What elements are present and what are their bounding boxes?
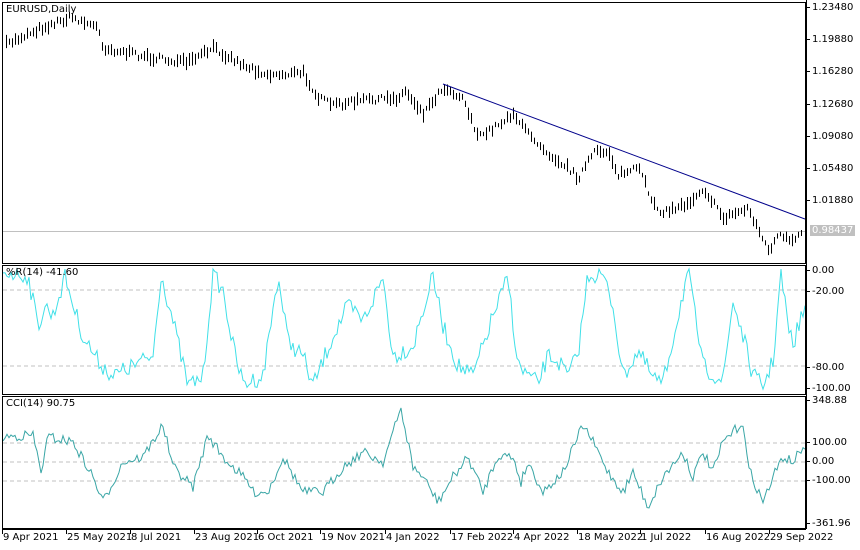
time-tick bbox=[130, 529, 131, 534]
symbol-title: EURUSD,Daily bbox=[6, 4, 77, 15]
time-label: 16 Aug 2022 bbox=[706, 532, 771, 543]
time-label: 29 Sep 2022 bbox=[770, 532, 834, 543]
time-tick bbox=[769, 529, 770, 534]
axis-tick bbox=[806, 523, 810, 524]
time-label: 1 Jul 2022 bbox=[641, 532, 692, 543]
axis-tick bbox=[806, 442, 810, 443]
axis-tick bbox=[806, 136, 810, 137]
time-label: 18 May 2022 bbox=[578, 532, 644, 543]
wpr-level-label: 0.00 bbox=[812, 265, 835, 276]
price-axis[interactable]: 1.23480 1.19880 1.16280 1.12680 1.09080 1.054… bbox=[806, 0, 860, 264]
wpr-level-label: -100.00 bbox=[812, 383, 851, 394]
wpr-axis: 0.00 -20.00 -80.00 -100.00 bbox=[806, 265, 860, 395]
time-label: 19 Nov 2021 bbox=[321, 532, 386, 543]
time-label: 9 Apr 2021 bbox=[3, 532, 59, 543]
wpr-level-label: -20.00 bbox=[812, 286, 845, 297]
price-label: 1.09080 bbox=[812, 131, 854, 142]
axis-tick bbox=[806, 400, 810, 401]
cci-level-label: 0.00 bbox=[812, 456, 835, 467]
axis-tick bbox=[806, 71, 810, 72]
cci-level-label: -100.00 bbox=[812, 475, 851, 486]
axis-tick bbox=[806, 367, 810, 368]
time-tick bbox=[513, 529, 514, 534]
axis-tick bbox=[806, 7, 810, 8]
time-tick bbox=[194, 529, 195, 534]
price-label: 1.05480 bbox=[812, 163, 854, 174]
axis-tick bbox=[806, 291, 810, 292]
axis-tick bbox=[806, 104, 810, 105]
time-label: 25 May 2021 bbox=[67, 532, 133, 543]
price-label: 1.16280 bbox=[812, 66, 854, 77]
time-tick bbox=[66, 529, 67, 534]
price-bars-plot bbox=[3, 11, 805, 256]
cci-axis: 348.88 100.00 0.00 -100.00 -361.96 bbox=[806, 395, 860, 529]
price-label: 1.12680 bbox=[812, 99, 854, 110]
cci-indicator-panel[interactable]: CCI(14) 90.75 bbox=[2, 396, 806, 529]
time-tick bbox=[705, 529, 706, 534]
time-label: 4 Jan 2022 bbox=[386, 532, 440, 543]
axis-tick bbox=[806, 168, 810, 169]
wpr-line-plot bbox=[3, 267, 805, 391]
cci-level-label: -361.96 bbox=[812, 518, 851, 529]
price-label: 1.01880 bbox=[812, 195, 854, 206]
cci-level-label: 348.88 bbox=[812, 395, 847, 406]
time-tick bbox=[450, 529, 451, 534]
time-tick bbox=[257, 529, 258, 534]
cci-title: CCI(14) 90.75 bbox=[6, 398, 76, 409]
price-chart-panel[interactable]: EURUSD,Daily bbox=[2, 2, 806, 264]
time-label: 17 Feb 2022 bbox=[451, 532, 514, 543]
axis-separator bbox=[806, 0, 807, 529]
time-axis[interactable]: 9 Apr 2021 25 May 2021 8 Jul 2021 23 Aug 20… bbox=[2, 529, 833, 550]
time-label: 23 Aug 2021 bbox=[195, 532, 260, 543]
cci-level-label: 100.00 bbox=[812, 437, 847, 448]
time-tick bbox=[385, 529, 386, 534]
time-tick bbox=[640, 529, 641, 534]
wpr-level-label: -80.00 bbox=[812, 362, 845, 373]
axis-tick bbox=[806, 200, 810, 201]
axis-tick bbox=[806, 39, 810, 40]
price-label: 1.23480 bbox=[812, 2, 854, 13]
current-price-tag: 0.98437 bbox=[810, 225, 856, 236]
axis-tick bbox=[806, 388, 810, 389]
price-label: 1.19880 bbox=[812, 34, 854, 45]
time-tick bbox=[2, 529, 3, 534]
axis-tick bbox=[806, 461, 810, 462]
time-label: 8 Jul 2021 bbox=[131, 532, 182, 543]
axis-tick bbox=[806, 270, 810, 271]
wpr-indicator-panel[interactable]: %R(14) -41.60 bbox=[2, 265, 806, 395]
cci-line-plot bbox=[3, 407, 805, 509]
time-label: 6 Oct 2021 bbox=[258, 532, 314, 543]
time-label: 4 Apr 2022 bbox=[514, 532, 570, 543]
axis-tick bbox=[806, 480, 810, 481]
wpr-title: %R(14) -41.60 bbox=[6, 267, 79, 278]
time-tick bbox=[320, 529, 321, 534]
time-tick bbox=[577, 529, 578, 534]
time-axis-line bbox=[2, 529, 806, 530]
